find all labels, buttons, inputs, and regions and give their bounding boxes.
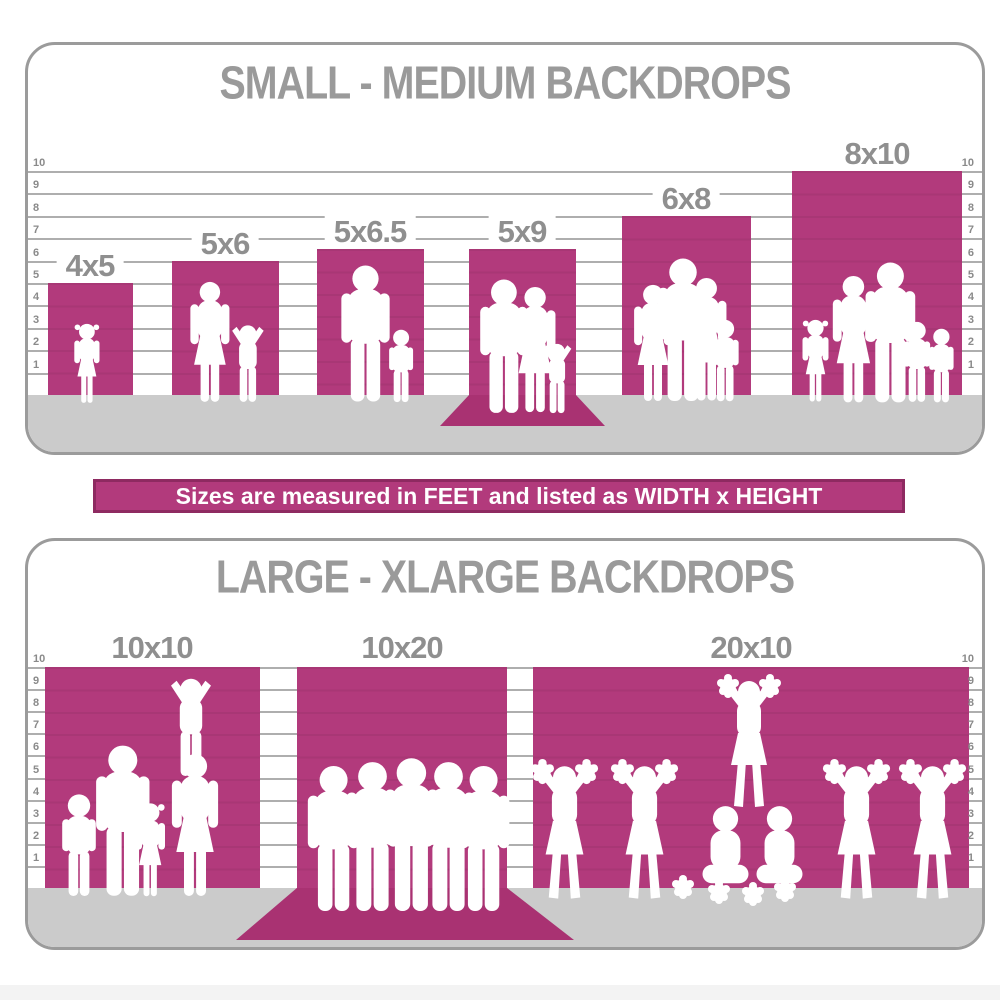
units-banner-text: Sizes are measured in FEET and listed as… — [175, 483, 823, 509]
feet-tick: 9 — [33, 179, 40, 191]
feet-tick: 5 — [33, 269, 40, 281]
size-label: 8x10 — [835, 137, 919, 170]
size-label: 4x5 — [56, 249, 124, 282]
feet-tick: 1 — [967, 359, 974, 371]
men-group-silhouette-icon — [300, 756, 510, 911]
feet-tick: 1 — [33, 852, 40, 864]
feet-tick: 10 — [33, 157, 46, 169]
feet-tick: 6 — [967, 247, 974, 259]
gridline — [28, 171, 982, 173]
units-banner: Sizes are measured in FEET and listed as… — [93, 479, 905, 513]
feet-tick: 6 — [33, 741, 40, 753]
panel-title: SMALL - MEDIUM BACKDROPS — [219, 57, 791, 109]
family-shoulder-ride-silhouette-icon — [50, 671, 260, 897]
feet-tick: 8 — [967, 697, 974, 709]
size-label: 6x8 — [652, 182, 720, 215]
feet-tick: 7 — [967, 224, 974, 236]
feet-tick: 8 — [33, 202, 40, 214]
feet-tick: 3 — [967, 314, 974, 326]
feet-tick: 3 — [967, 808, 974, 820]
feet-tick: 4 — [967, 291, 974, 303]
family-five-silhouette-icon — [796, 261, 961, 403]
size-label: 20x10 — [701, 631, 801, 664]
feet-tick: 6 — [33, 247, 40, 259]
feet-tick: 7 — [967, 719, 974, 731]
feet-tick: 8 — [967, 202, 974, 214]
size-label: 5x6.5 — [324, 215, 416, 248]
feet-tick: 9 — [967, 675, 974, 687]
size-label: 5x9 — [488, 215, 556, 248]
feet-tick: 1 — [967, 852, 974, 864]
feet-tick: 2 — [33, 336, 40, 348]
mother-child-silhouette-icon — [174, 281, 279, 402]
feet-tick: 7 — [33, 719, 40, 731]
feet-tick: 10 — [961, 653, 974, 665]
feet-tick: 1 — [33, 359, 40, 371]
feet-tick: 9 — [33, 675, 40, 687]
feet-tick: 8 — [33, 697, 40, 709]
cheerleaders-silhouette-icon — [533, 687, 969, 906]
feet-tick: 4 — [967, 786, 974, 798]
feet-tick: 2 — [967, 830, 974, 842]
feet-tick: 2 — [967, 336, 974, 348]
feet-tick: 10 — [33, 653, 46, 665]
feet-tick: 6 — [967, 741, 974, 753]
feet-tick: 2 — [33, 830, 40, 842]
feet-tick: 10 — [961, 157, 974, 169]
feet-tick: 5 — [33, 764, 40, 776]
size-label: 10x10 — [102, 631, 202, 664]
page-bottom-shade — [0, 985, 1000, 1000]
small-medium-panel: SMALL - MEDIUM BACKDROPS 10 9 8 7 6 5 4 … — [25, 42, 985, 455]
feet-tick: 9 — [967, 179, 974, 191]
large-xlarge-panel: LARGE - XLARGE BACKDROPS 10 9 8 7 6 5 4 … — [25, 538, 985, 950]
gridline — [28, 193, 982, 195]
father-son-silhouette-icon — [324, 265, 429, 403]
feet-tick: 7 — [33, 224, 40, 236]
couple-child-silhouette-icon — [468, 279, 583, 414]
toddler-silhouette-icon — [58, 321, 128, 403]
feet-tick: 4 — [33, 291, 40, 303]
size-label: 10x20 — [352, 631, 452, 664]
size-label: 5x6 — [191, 227, 259, 260]
feet-tick: 4 — [33, 786, 40, 798]
family-four-silhouette-icon — [626, 258, 751, 402]
floor-sweep-5x9 — [440, 395, 605, 426]
feet-tick: 5 — [967, 269, 974, 281]
feet-tick: 3 — [33, 314, 40, 326]
feet-tick: 3 — [33, 808, 40, 820]
feet-tick: 5 — [967, 764, 974, 776]
panel-title: LARGE - XLARGE BACKDROPS — [215, 551, 795, 603]
